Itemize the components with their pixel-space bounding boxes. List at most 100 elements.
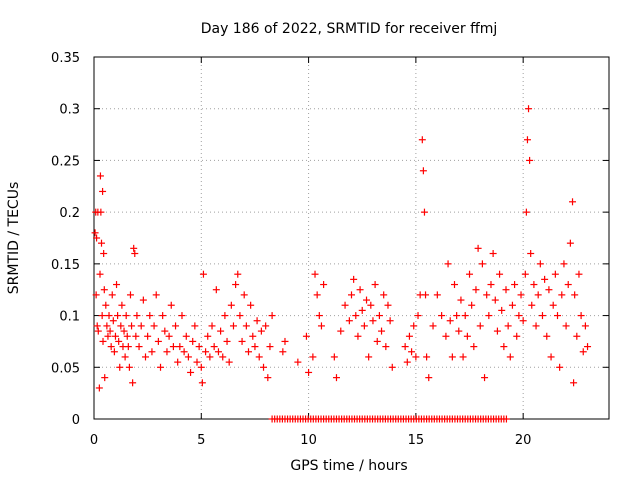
data-point: [163, 348, 171, 356]
data-point: [95, 384, 103, 392]
data-point: [161, 327, 169, 335]
data-point: [472, 286, 480, 294]
x-tick-label: 0: [90, 433, 98, 448]
data-point: [195, 343, 203, 351]
data-point: [373, 337, 381, 345]
data-point: [262, 322, 270, 330]
data-point: [332, 374, 340, 382]
x-tick-labels: 0 5 10 15 20: [90, 433, 532, 448]
data-point: [551, 270, 559, 278]
data-point: [525, 105, 533, 113]
data-point: [172, 322, 180, 330]
data-point: [517, 291, 525, 299]
data-point: [500, 343, 508, 351]
data-point: [294, 358, 302, 366]
data-point: [281, 337, 289, 345]
data-point: [148, 348, 156, 356]
data-point: [375, 312, 383, 320]
data-point: [174, 358, 182, 366]
data-point: [225, 358, 233, 366]
data-point: [459, 353, 467, 361]
x-axis-label: GPS time / hours: [290, 458, 407, 474]
data-point: [176, 343, 184, 351]
data-point: [154, 337, 162, 345]
data-point: [470, 343, 478, 351]
data-point: [367, 301, 375, 309]
data-point: [547, 353, 555, 361]
data-point: [521, 270, 529, 278]
data-point: [363, 296, 371, 304]
data-point: [99, 187, 107, 195]
data-point: [317, 322, 325, 330]
data-point: [584, 343, 592, 351]
data-point: [117, 322, 125, 330]
data-point: [96, 172, 104, 180]
data-point: [483, 291, 491, 299]
data-point: [146, 312, 154, 320]
data-point: [543, 332, 551, 340]
y-tick-label: 0.25: [51, 154, 80, 169]
data-point: [124, 343, 132, 351]
data-point: [229, 322, 237, 330]
data-point: [506, 353, 514, 361]
chart-title: Day 186 of 2022, SRMTID for receiver ffm…: [201, 21, 498, 37]
data-point: [137, 322, 145, 330]
data-point: [570, 379, 578, 387]
data-point: [107, 343, 115, 351]
data-point: [573, 332, 581, 340]
data-point: [522, 208, 530, 216]
data-point: [109, 317, 117, 325]
data-point: [419, 167, 427, 175]
data-point: [94, 327, 102, 335]
data-point: [560, 260, 568, 268]
data-point: [378, 327, 386, 335]
data-point: [528, 301, 536, 309]
data-point: [371, 281, 379, 289]
data-point: [150, 322, 158, 330]
data-point: [534, 291, 542, 299]
y-tick-label: 0: [72, 413, 80, 428]
data-point: [433, 291, 441, 299]
data-point: [305, 368, 313, 376]
data-point: [384, 301, 392, 309]
x-tick-label: 5: [197, 433, 205, 448]
data-point: [549, 301, 557, 309]
y-tick-label: 0.05: [51, 361, 80, 376]
data-point: [232, 281, 240, 289]
data-point: [114, 312, 122, 320]
data-point: [100, 250, 108, 258]
data-point: [116, 363, 124, 371]
data-point: [264, 374, 272, 382]
data-point: [315, 312, 323, 320]
data-point: [515, 312, 523, 320]
data-point: [566, 239, 574, 247]
data-point: [227, 301, 235, 309]
data-point: [532, 322, 540, 330]
data-point: [221, 312, 229, 320]
data-point: [126, 291, 134, 299]
data-point: [496, 270, 504, 278]
data-point: [536, 260, 544, 268]
data-point: [99, 337, 107, 345]
data-point: [414, 312, 422, 320]
data-point: [575, 270, 583, 278]
data-point: [302, 332, 310, 340]
y-tick-label: 0.3: [59, 103, 80, 118]
data-point: [103, 322, 111, 330]
y-tick-labels: 0 0.05 0.1 0.15 0.2 0.25 0.3 0.35: [51, 51, 80, 428]
data-point: [123, 332, 131, 340]
data-point: [478, 260, 486, 268]
data-point: [354, 332, 362, 340]
zero-level-point: [502, 415, 510, 423]
data-point: [562, 322, 570, 330]
data-point: [106, 327, 114, 335]
data-point: [247, 301, 255, 309]
data-point: [564, 281, 572, 289]
data-point: [345, 317, 353, 325]
data-point: [189, 337, 197, 345]
data-point: [208, 322, 216, 330]
data-point: [519, 317, 527, 325]
data-point: [527, 250, 535, 258]
data-point: [313, 291, 321, 299]
